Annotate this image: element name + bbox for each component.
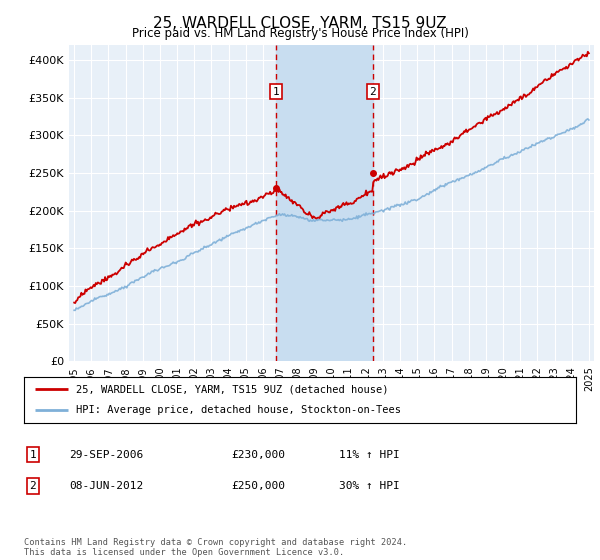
Text: 30% ↑ HPI: 30% ↑ HPI (339, 481, 400, 491)
Text: £250,000: £250,000 (231, 481, 285, 491)
Text: 1: 1 (272, 86, 279, 96)
Text: HPI: Average price, detached house, Stockton-on-Tees: HPI: Average price, detached house, Stoc… (76, 405, 401, 416)
Text: 11% ↑ HPI: 11% ↑ HPI (339, 450, 400, 460)
Text: Price paid vs. HM Land Registry's House Price Index (HPI): Price paid vs. HM Land Registry's House … (131, 27, 469, 40)
Text: £230,000: £230,000 (231, 450, 285, 460)
Text: 29-SEP-2006: 29-SEP-2006 (69, 450, 143, 460)
Text: 25, WARDELL CLOSE, YARM, TS15 9UZ (detached house): 25, WARDELL CLOSE, YARM, TS15 9UZ (detac… (76, 384, 389, 394)
Text: 2: 2 (370, 86, 376, 96)
Text: Contains HM Land Registry data © Crown copyright and database right 2024.
This d: Contains HM Land Registry data © Crown c… (24, 538, 407, 557)
Text: 2: 2 (29, 481, 37, 491)
Bar (276, 45, 373, 361)
Text: 08-JUN-2012: 08-JUN-2012 (69, 481, 143, 491)
Text: 25, WARDELL CLOSE, YARM, TS15 9UZ: 25, WARDELL CLOSE, YARM, TS15 9UZ (153, 16, 447, 31)
Text: 1: 1 (29, 450, 37, 460)
